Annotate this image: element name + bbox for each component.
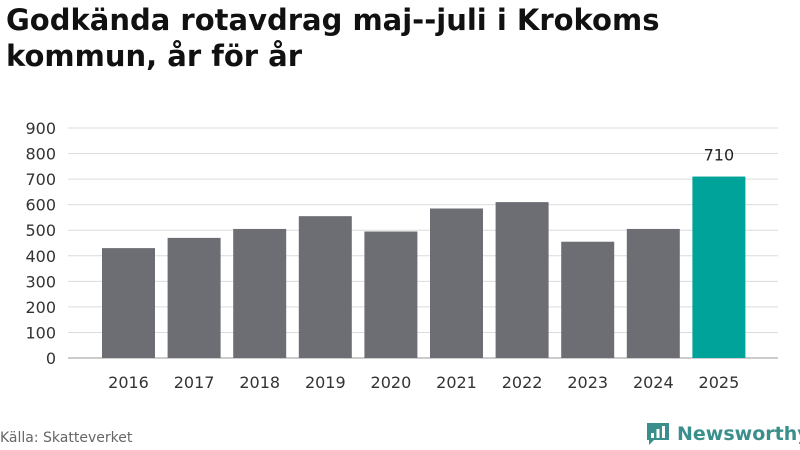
data-label-2025: 710 <box>704 146 735 165</box>
brand-name: Newsworthy <box>677 423 800 445</box>
y-tick-label: 100 <box>25 323 56 342</box>
y-tick-label: 300 <box>25 272 56 291</box>
bar-2021 <box>430 208 483 358</box>
bar-2016 <box>102 248 155 358</box>
bar-2020 <box>364 231 418 358</box>
chart-title: Godkända rotavdrag maj--juli i Krokoms k… <box>6 3 660 73</box>
y-tick-label: 600 <box>25 196 56 215</box>
x-tick-label: 2020 <box>371 373 412 392</box>
bar-2022 <box>495 202 549 358</box>
x-tick-label: 2025 <box>699 373 740 392</box>
x-tick-label: 2018 <box>239 373 280 392</box>
x-tick-label: 2021 <box>436 373 477 392</box>
y-tick-label: 500 <box>25 221 56 240</box>
y-tick-label: 700 <box>25 170 56 189</box>
y-tick-label: 0 <box>46 349 56 368</box>
x-tick-label: 2022 <box>502 373 543 392</box>
y-tick-label: 400 <box>25 247 56 266</box>
bar-2024 <box>626 228 680 358</box>
x-tick-label: 2017 <box>174 373 215 392</box>
y-tick-label: 200 <box>25 298 56 317</box>
x-tick-label: 2016 <box>108 373 149 392</box>
bar-2019 <box>298 216 352 358</box>
newsworthy-logo-icon <box>647 423 669 445</box>
y-tick-label: 800 <box>25 145 56 164</box>
x-tick-label: 2024 <box>633 373 674 392</box>
y-tick-label: 900 <box>25 119 56 138</box>
bar-2018 <box>233 228 287 358</box>
brand: Newsworthy <box>645 419 800 449</box>
x-tick-label: 2019 <box>305 373 346 392</box>
source-note: Källa: Skatteverket <box>0 430 133 446</box>
bar-2023 <box>561 241 615 358</box>
bar-2017 <box>167 237 221 358</box>
x-tick-label: 2023 <box>567 373 608 392</box>
bar-2025 <box>692 176 746 358</box>
